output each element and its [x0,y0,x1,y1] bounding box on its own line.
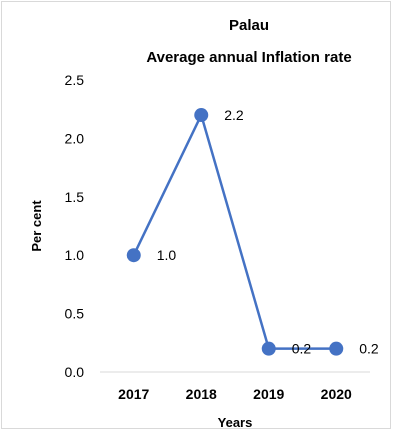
y-axis-label: Per cent [29,200,44,252]
series-line [132,111,337,350]
x-axis-ticks: 2017 2018 2019 2020 [118,386,352,402]
x-tick-label: 2018 [186,386,217,402]
x-tick-label: 2019 [253,386,284,402]
data-point [261,341,276,356]
y-tick-label: 0.0 [65,364,85,380]
data-label: 1.0 [157,247,177,263]
y-tick-label: 1.5 [65,189,85,205]
data-point [329,341,344,356]
y-axis-ticks: 0.0 0.5 1.0 1.5 2.0 2.5 [65,72,85,380]
y-tick-label: 1.0 [65,247,85,263]
data-label: 0.2 [292,341,312,357]
data-point [194,108,209,123]
chart-title-line-2: Average annual Inflation rate [146,49,351,66]
data-label: 2.2 [224,107,244,123]
data-label: 0.2 [359,341,379,357]
y-tick-label: 2.5 [65,72,85,88]
series-line-group: 1.0 2.2 0.2 0.2 [126,107,379,357]
x-tick-label: 2017 [118,386,149,402]
x-tick-label: 2020 [321,386,352,402]
chart-title-line-1: Palau [229,17,269,34]
y-tick-label: 0.5 [65,306,85,322]
data-point [126,248,141,263]
x-axis-label: Years [218,415,253,430]
y-tick-label: 2.0 [65,130,85,146]
